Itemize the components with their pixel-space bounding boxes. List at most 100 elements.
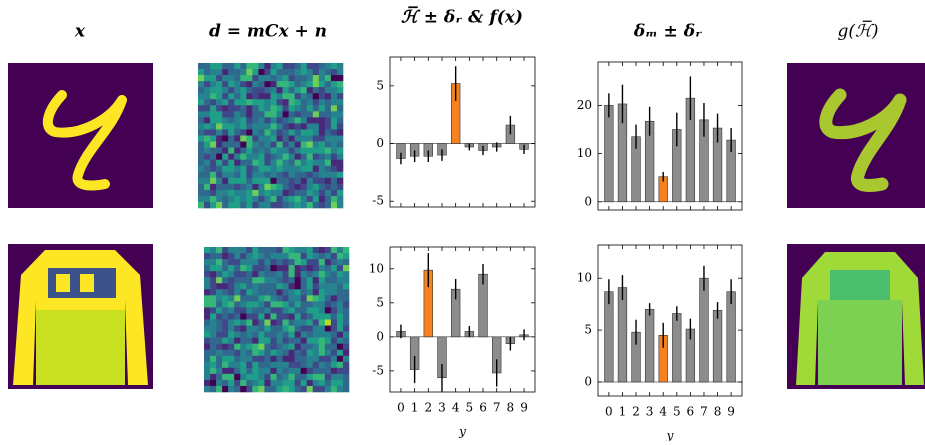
pixel [222, 141, 229, 148]
pixel [216, 313, 223, 320]
pixel [204, 105, 211, 112]
pixel [240, 117, 247, 124]
pixel [282, 201, 289, 209]
pixel [276, 325, 283, 332]
pixel [234, 265, 241, 272]
pixel [270, 63, 277, 70]
pixel [336, 367, 344, 375]
pixel [198, 177, 205, 185]
pixel [282, 171, 289, 179]
pixel [342, 259, 350, 266]
pixel [312, 75, 320, 82]
pixel [300, 93, 308, 100]
x-tick-label: 1 [411, 401, 419, 415]
pixel [204, 141, 211, 148]
pixel [294, 171, 302, 179]
pixel [276, 265, 283, 272]
pixel [234, 337, 241, 344]
pixel [228, 247, 235, 254]
pixel [300, 69, 308, 76]
pixel [204, 129, 211, 136]
pixel [300, 117, 308, 124]
pixel [306, 307, 314, 314]
pixel [306, 271, 314, 278]
pixel [228, 319, 235, 326]
pixel [258, 195, 265, 203]
pixel [312, 123, 320, 130]
pixel [282, 355, 289, 363]
pixel [342, 373, 350, 381]
pixel [246, 75, 253, 82]
pixel [276, 301, 283, 308]
pixel [342, 265, 350, 272]
pixel [270, 355, 277, 363]
pixel [216, 289, 223, 296]
pixel [336, 195, 344, 203]
pixel [276, 289, 283, 296]
pixel [198, 81, 205, 88]
pixel [294, 253, 301, 260]
pixel [198, 63, 205, 70]
pixel [294, 69, 302, 76]
pixel [228, 99, 235, 106]
pixel [306, 265, 314, 272]
pixel [336, 289, 344, 296]
pixel [252, 99, 259, 106]
pixel [306, 283, 314, 290]
pixel [288, 75, 295, 82]
pixel [306, 159, 314, 167]
pixel [240, 135, 247, 142]
pixel [276, 361, 283, 369]
bar [712, 310, 723, 383]
pixel [228, 301, 235, 308]
pixel [276, 117, 283, 124]
pixel [264, 183, 271, 191]
pixel [210, 117, 217, 124]
pixel [216, 253, 223, 260]
x-tick-label: 0 [397, 401, 405, 415]
pixel [234, 81, 241, 88]
pixel [222, 367, 229, 375]
pixel [288, 289, 295, 296]
pixel [264, 277, 271, 284]
pixel [258, 75, 265, 82]
pixel [306, 177, 314, 185]
pixel [276, 253, 283, 260]
pixel [270, 105, 277, 112]
pixel [216, 99, 223, 106]
pixel [324, 135, 332, 142]
pixel [312, 195, 320, 203]
pixel [294, 295, 301, 302]
pixel [312, 105, 320, 112]
pixel [282, 87, 289, 94]
pixel [276, 111, 283, 118]
pixel [282, 361, 289, 369]
pixel [330, 361, 338, 369]
pixel [270, 201, 277, 209]
pixel [222, 63, 229, 70]
pixel [288, 253, 295, 260]
pixel [282, 271, 289, 278]
pixel [258, 117, 265, 124]
pixel [312, 331, 320, 338]
pixel [198, 201, 205, 209]
pixel [312, 111, 320, 118]
pixel [246, 141, 253, 148]
pixel [294, 301, 301, 308]
pixel [264, 141, 271, 148]
x-tick-label: 7 [700, 405, 708, 419]
pixel [240, 289, 247, 296]
pixel [240, 295, 247, 302]
pixel [294, 331, 301, 338]
pixel [246, 111, 253, 118]
pixel [240, 129, 247, 136]
pixel [288, 195, 295, 203]
pixel [300, 99, 308, 106]
pixel [264, 367, 271, 375]
pixel [252, 349, 259, 357]
pixel [276, 319, 283, 326]
pixel [276, 165, 283, 173]
pixel [198, 171, 205, 179]
pixel [336, 129, 344, 136]
pixel [228, 81, 235, 88]
